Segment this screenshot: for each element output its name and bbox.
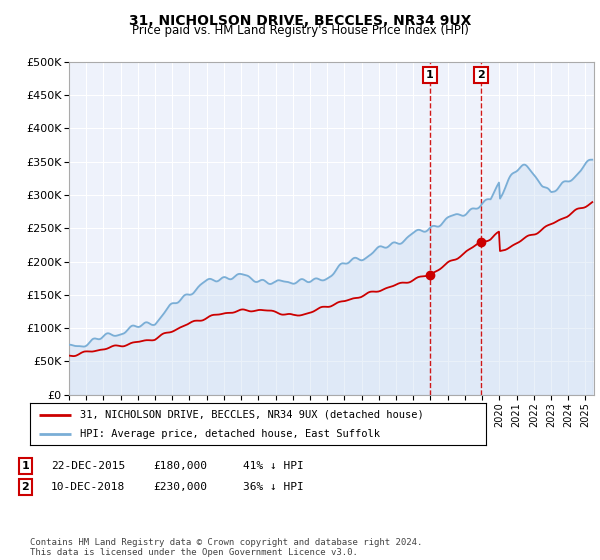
Text: 31, NICHOLSON DRIVE, BECCLES, NR34 9UX: 31, NICHOLSON DRIVE, BECCLES, NR34 9UX [129,14,471,28]
Text: 22-DEC-2015: 22-DEC-2015 [51,461,125,471]
Text: £180,000: £180,000 [153,461,207,471]
Text: 2: 2 [477,70,485,80]
Text: 10-DEC-2018: 10-DEC-2018 [51,482,125,492]
Text: £230,000: £230,000 [153,482,207,492]
Text: 2: 2 [22,482,29,492]
Text: 1: 1 [426,70,434,80]
Text: Price paid vs. HM Land Registry's House Price Index (HPI): Price paid vs. HM Land Registry's House … [131,24,469,37]
Text: 36% ↓ HPI: 36% ↓ HPI [243,482,304,492]
Text: 41% ↓ HPI: 41% ↓ HPI [243,461,304,471]
Text: Contains HM Land Registry data © Crown copyright and database right 2024.
This d: Contains HM Land Registry data © Crown c… [30,538,422,557]
Text: HPI: Average price, detached house, East Suffolk: HPI: Average price, detached house, East… [80,429,380,439]
Text: 1: 1 [22,461,29,471]
Text: 31, NICHOLSON DRIVE, BECCLES, NR34 9UX (detached house): 31, NICHOLSON DRIVE, BECCLES, NR34 9UX (… [80,409,424,419]
